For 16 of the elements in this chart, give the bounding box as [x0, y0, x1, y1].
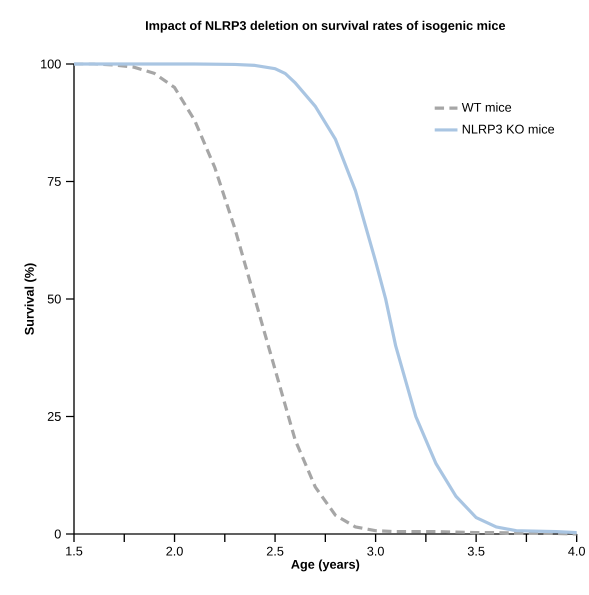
x-tick-label: 1.5 [66, 546, 82, 556]
x-tick-label: 2.5 [266, 546, 284, 556]
legend-label: NLRP3 KO mice [462, 124, 554, 134]
y-tick-label: 0 [54, 530, 61, 538]
x-tick-label: 3.5 [468, 546, 484, 556]
chart-title: Impact of NLRP3 deletion on survival rates of isogenic mice [146, 20, 506, 33]
y-tick-label: 50 [48, 294, 61, 304]
x-tick-label: 3.0 [367, 546, 384, 556]
x-tick-label: 4.0 [568, 546, 585, 556]
legend-label: WT mice [462, 102, 512, 112]
y-tick-label: 25 [48, 412, 61, 421]
y-tick-label: 75 [48, 177, 61, 186]
x-tick-label: 2.0 [166, 546, 183, 556]
y-axis-title: Survival (%) [24, 263, 36, 335]
y-tick-label: 100 [41, 60, 61, 68]
x-axis-title: Age (years) [291, 559, 360, 572]
